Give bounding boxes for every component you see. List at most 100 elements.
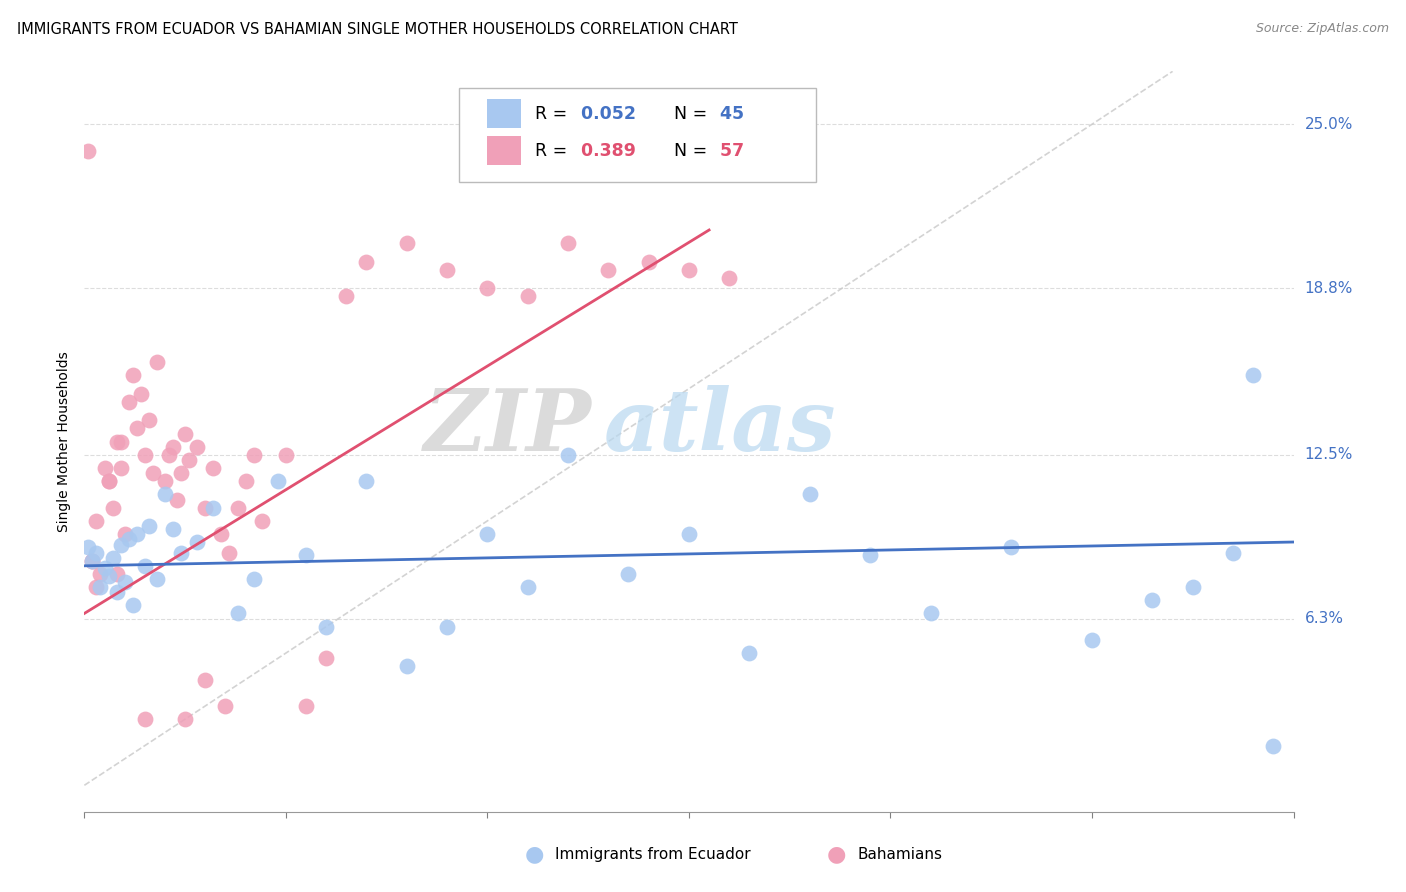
Point — [134, 712, 156, 726]
Text: Source: ZipAtlas.com: Source: ZipAtlas.com — [1256, 22, 1389, 36]
Point — [637, 254, 659, 268]
Point — [134, 558, 156, 573]
Point — [678, 262, 700, 277]
Point — [101, 550, 124, 565]
Text: N =: N = — [675, 142, 713, 160]
Point — [1142, 593, 1164, 607]
Point — [1081, 632, 1104, 647]
Point — [295, 548, 318, 562]
Point — [214, 698, 236, 713]
Point — [129, 387, 152, 401]
Point — [86, 546, 108, 560]
Point — [242, 572, 264, 586]
Point — [235, 474, 257, 488]
Point — [209, 527, 232, 541]
Point — [226, 500, 249, 515]
Point — [86, 514, 108, 528]
Point — [138, 413, 160, 427]
Point — [738, 646, 761, 660]
Point — [93, 561, 115, 575]
Point — [157, 448, 180, 462]
Text: Bahamians: Bahamians — [858, 847, 942, 862]
Point — [186, 535, 208, 549]
Point — [436, 262, 458, 277]
Point — [134, 448, 156, 462]
Point — [335, 289, 357, 303]
Point — [1000, 541, 1022, 555]
Text: 0.052: 0.052 — [569, 104, 637, 122]
FancyBboxPatch shape — [460, 87, 815, 183]
Point — [97, 569, 120, 583]
Point — [97, 474, 120, 488]
Point — [110, 461, 132, 475]
Point — [598, 262, 620, 277]
Point — [617, 566, 640, 581]
Point — [250, 514, 273, 528]
Point — [557, 448, 579, 462]
Point — [1263, 739, 1285, 753]
Point — [920, 607, 942, 621]
Text: ZIP: ZIP — [425, 385, 592, 468]
Point — [174, 712, 197, 726]
Point — [356, 474, 378, 488]
Point — [194, 500, 217, 515]
Point — [356, 254, 378, 268]
Point — [295, 698, 318, 713]
Point — [166, 492, 188, 507]
Point — [146, 355, 169, 369]
Point — [557, 236, 579, 251]
Point — [89, 566, 111, 581]
Point — [118, 533, 141, 547]
Point — [114, 574, 136, 589]
Text: R =: R = — [536, 142, 574, 160]
Point — [274, 448, 297, 462]
Point — [146, 572, 169, 586]
Text: atlas: atlas — [605, 385, 837, 468]
Text: R =: R = — [536, 104, 574, 122]
Point — [105, 585, 128, 599]
Point — [202, 461, 225, 475]
Point — [315, 651, 337, 665]
Point — [89, 580, 111, 594]
Point — [142, 467, 165, 481]
Point — [110, 434, 132, 449]
Point — [153, 487, 176, 501]
Point — [82, 553, 104, 567]
Point — [77, 144, 100, 158]
Point — [82, 553, 104, 567]
Point — [477, 281, 499, 295]
Point — [436, 620, 458, 634]
Point — [516, 289, 538, 303]
Point — [77, 541, 100, 555]
Text: N =: N = — [675, 104, 713, 122]
Point — [105, 566, 128, 581]
Point — [153, 474, 176, 488]
Point — [395, 236, 418, 251]
Text: ●: ● — [524, 845, 544, 864]
Point — [516, 580, 538, 594]
Point — [125, 421, 148, 435]
Point — [242, 448, 264, 462]
Bar — [486, 99, 520, 128]
Text: 57: 57 — [709, 142, 744, 160]
Text: 12.5%: 12.5% — [1305, 447, 1353, 462]
Point — [678, 527, 700, 541]
Text: 25.0%: 25.0% — [1305, 117, 1353, 132]
Point — [82, 553, 104, 567]
Point — [799, 487, 821, 501]
Point — [138, 519, 160, 533]
Point — [105, 434, 128, 449]
Point — [174, 426, 197, 441]
Point — [118, 395, 141, 409]
Text: 45: 45 — [709, 104, 744, 122]
Point — [125, 527, 148, 541]
Point — [162, 522, 184, 536]
Text: Immigrants from Ecuador: Immigrants from Ecuador — [555, 847, 751, 862]
Point — [186, 440, 208, 454]
Point — [101, 500, 124, 515]
Point — [202, 500, 225, 515]
Point — [1181, 580, 1204, 594]
Point — [477, 527, 499, 541]
Point — [121, 599, 143, 613]
Point — [93, 461, 115, 475]
